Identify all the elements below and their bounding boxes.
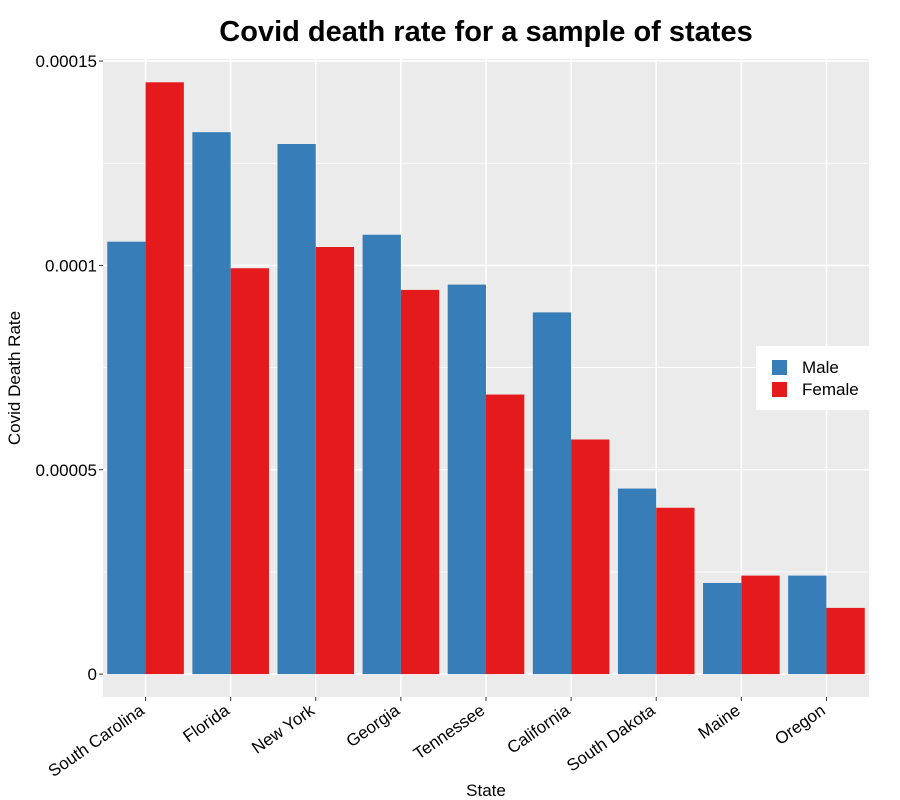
x-tick-label: California [504, 700, 574, 757]
bar-female [145, 82, 184, 675]
x-tick-label: Georgia [343, 700, 404, 751]
bar-female [571, 439, 610, 675]
y-tick-label: 0.00005 [36, 461, 97, 480]
y-axis-title: Covid Death Rate [5, 311, 24, 445]
x-tick-label: Tennessee [410, 701, 488, 764]
chart-title: Covid death rate for a sample of states [219, 16, 752, 48]
bar-female [230, 268, 269, 675]
x-tick-label: South Carolina [45, 700, 148, 780]
x-tick-label: Oregon [771, 701, 828, 749]
legend-box [756, 346, 869, 410]
bar-male [362, 234, 401, 675]
bar-female [656, 507, 695, 675]
legend-label-female: Female [802, 380, 859, 399]
x-axis-ticks: South Carolina Florida New York Georgia Tenn… [45, 697, 829, 781]
y-tick-label: 0.0001 [45, 256, 97, 275]
x-tick-label: Maine [695, 701, 744, 743]
legend: Male Female [756, 346, 869, 410]
bar-male [788, 575, 827, 675]
bar-female [826, 607, 865, 675]
bar-male [107, 241, 146, 675]
y-tick-label: 0 [88, 665, 97, 684]
legend-key-female [772, 382, 787, 397]
x-tick-label: New York [248, 700, 318, 757]
bars [107, 82, 865, 675]
bar-male [703, 582, 742, 675]
x-tick-label: South Dakota [563, 700, 659, 775]
x-axis-title: State [466, 781, 506, 800]
bar-male [617, 488, 657, 675]
legend-label-male: Male [802, 358, 839, 377]
bar-female [400, 289, 440, 675]
y-axis-ticks: 0 0.00005 0.0001 0.00015 [36, 52, 103, 684]
bar-male [192, 132, 231, 675]
bar-female [486, 394, 525, 675]
bar-male [532, 312, 572, 675]
bar-female [315, 247, 355, 675]
bar-male [277, 144, 316, 675]
x-tick-label: Florida [179, 700, 233, 746]
y-tick-label: 0.00015 [36, 52, 97, 71]
legend-key-male [772, 360, 787, 375]
bar-male [447, 284, 486, 675]
bar-female [741, 575, 780, 675]
